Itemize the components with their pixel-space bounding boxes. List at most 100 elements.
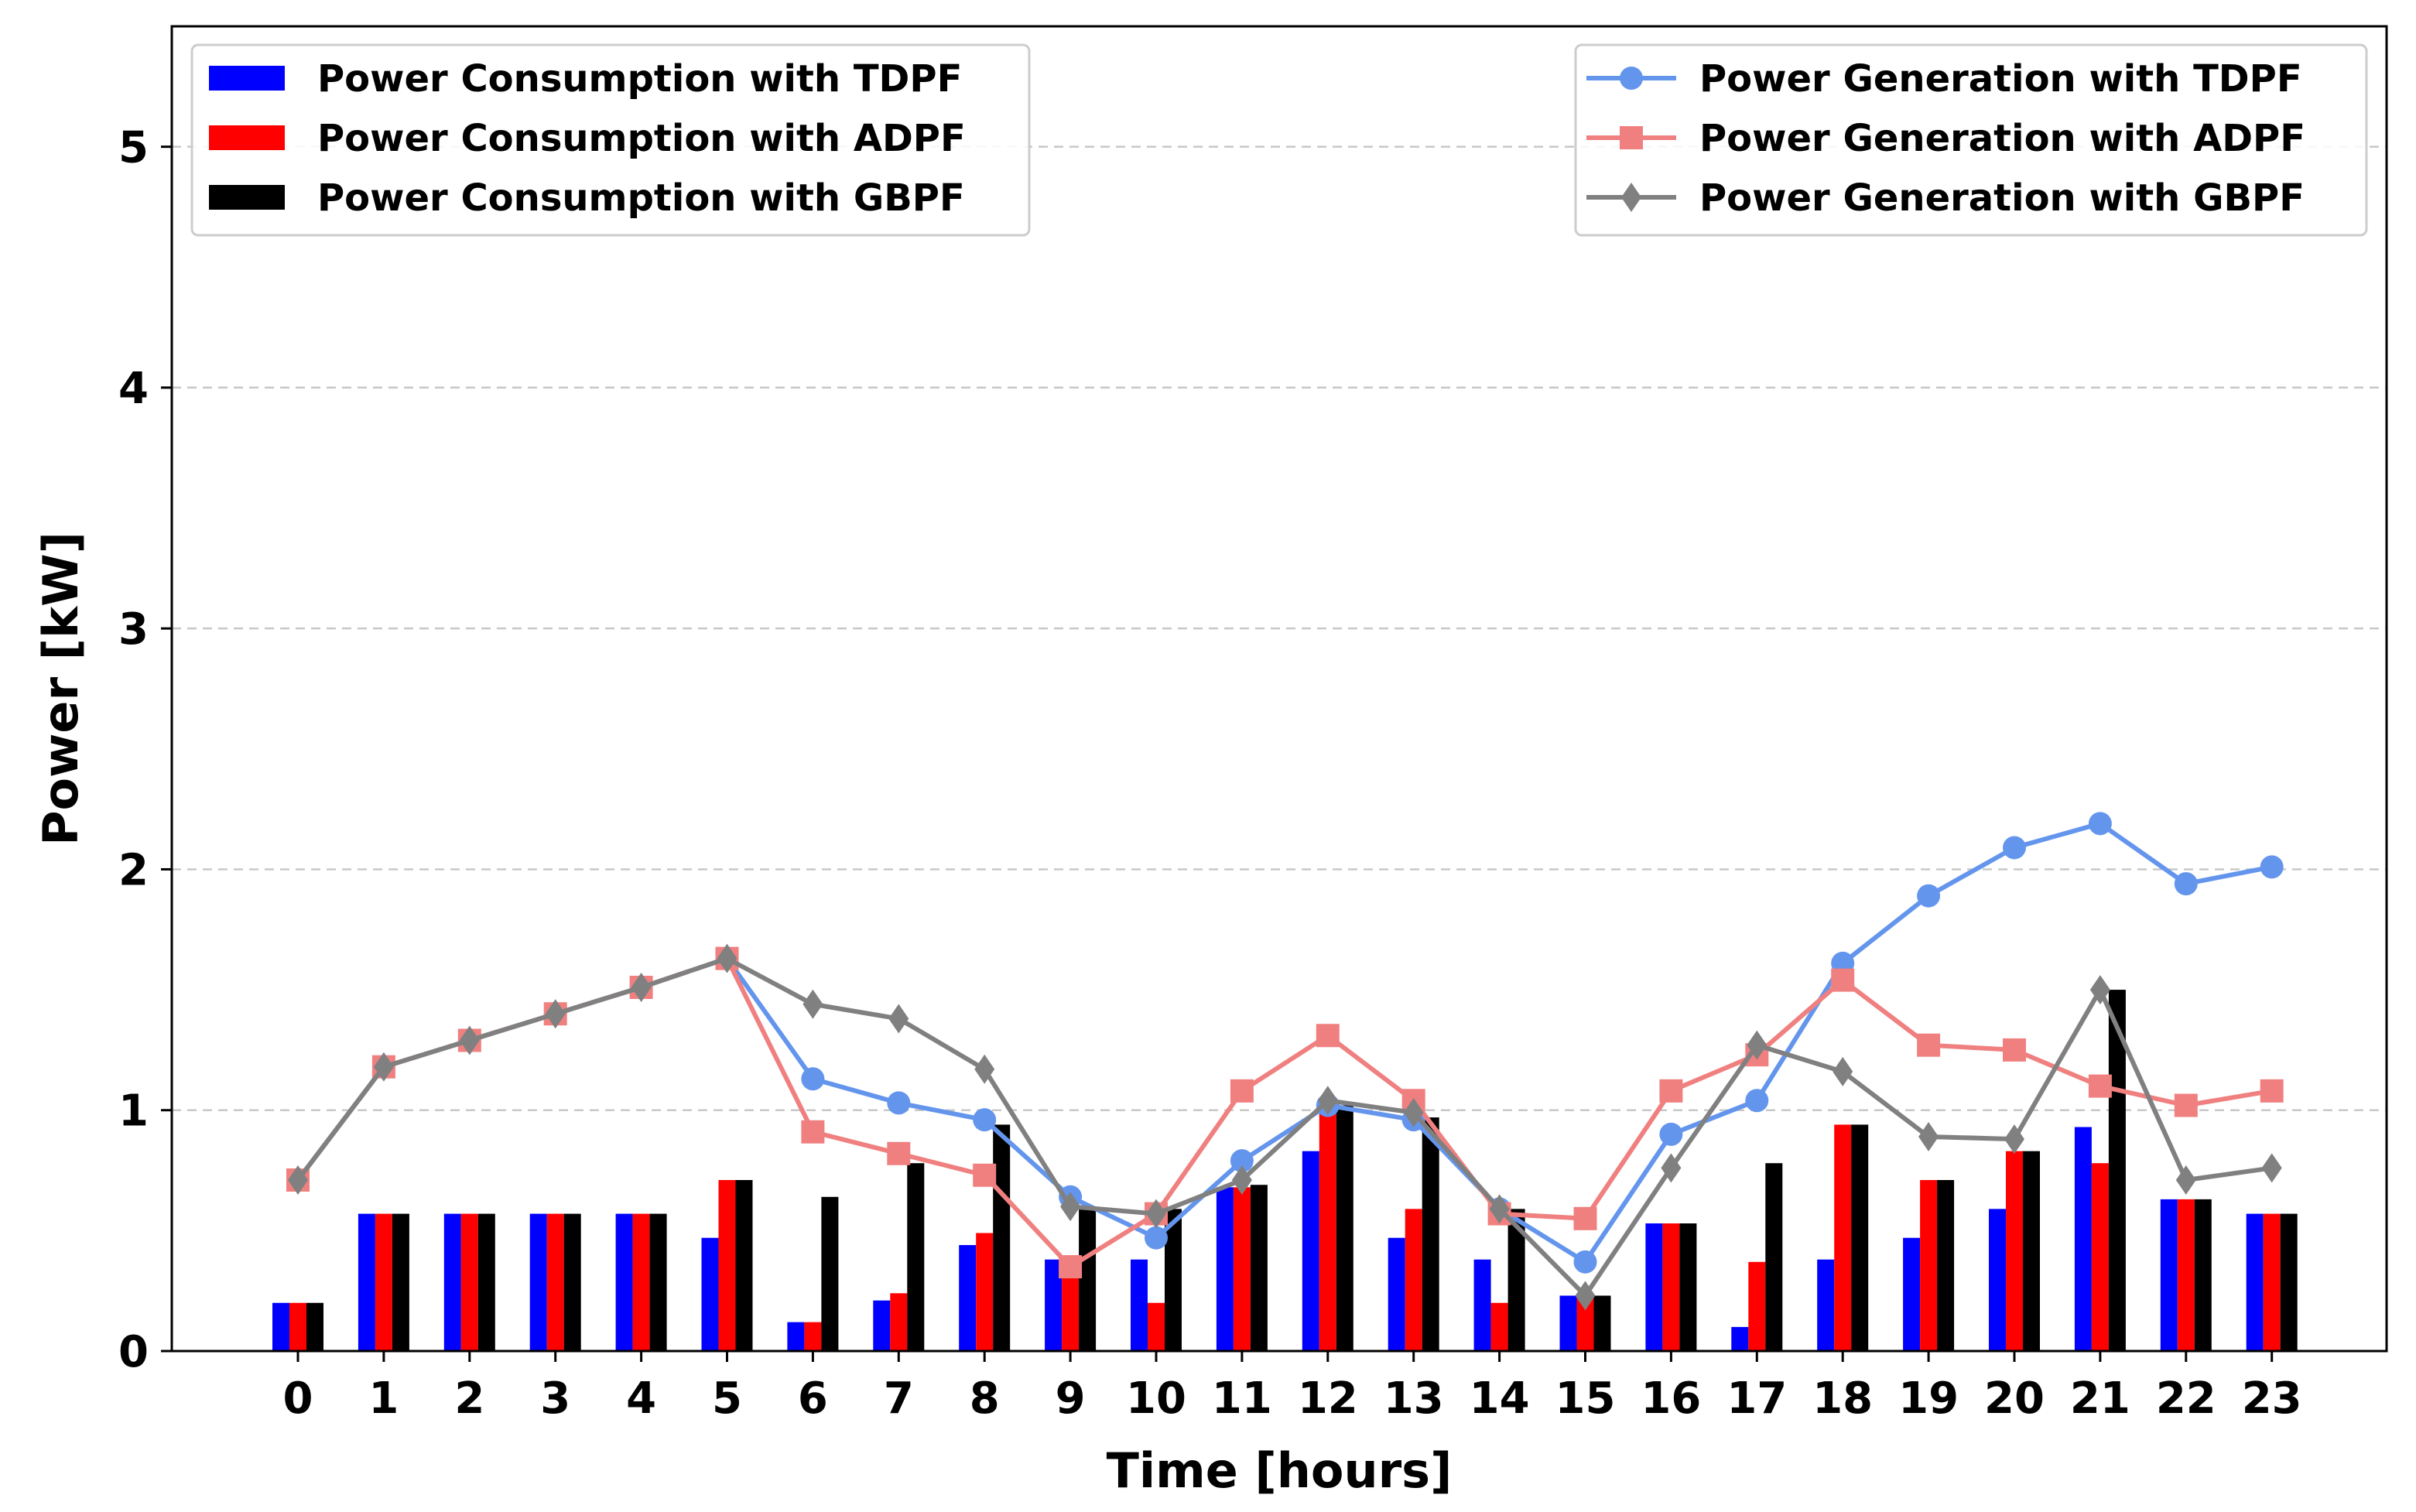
bar-gbpf (2280, 1213, 2298, 1351)
bar-gbpf (1079, 1209, 1097, 1351)
legend-entry-label: Power Generation with ADPF (1699, 117, 2305, 160)
bar-tdpf (1045, 1259, 1063, 1351)
bar-adpf (1233, 1187, 1251, 1351)
data-point (2261, 1153, 2282, 1183)
x-tick-label: 22 (2156, 1373, 2216, 1424)
bar-gbpf (821, 1196, 839, 1351)
data-point (1060, 1192, 1081, 1222)
bar-tdpf (1645, 1223, 1663, 1351)
x-tick-label: 8 (970, 1373, 1000, 1424)
bar-tdpf (2160, 1199, 2178, 1351)
bar-gbpf (1422, 1117, 1439, 1351)
bar-tdpf (443, 1213, 461, 1351)
y-axis-label: Power [kW] (33, 532, 89, 846)
legend-entry-label: Power Consumption with GBPF (317, 176, 965, 220)
legend-generation: Power Generation with TDPF Power Generati… (1574, 43, 2368, 237)
bar-tdpf (701, 1237, 719, 1351)
y-tick-label: 1 (118, 1086, 149, 1137)
bar-tdpf (1131, 1259, 1148, 1351)
data-point (2174, 1093, 2198, 1117)
bar-series-group (272, 990, 2298, 1351)
bar-gbpf (563, 1213, 581, 1351)
data-point (888, 1004, 909, 1034)
data-point (2260, 1079, 2284, 1103)
x-tick-label: 5 (712, 1373, 742, 1424)
legend-entry-label: Power Consumption with ADPF (317, 117, 966, 160)
data-point (1316, 1024, 1340, 1048)
bar-gbpf (2023, 1151, 2040, 1351)
bar-gbpf (1250, 1185, 1268, 1351)
data-point (1917, 884, 1941, 908)
data-point (1231, 1165, 1252, 1195)
bar-tdpf (787, 1322, 805, 1351)
bar-adpf (546, 1213, 564, 1351)
data-point (802, 989, 823, 1019)
x-tick-label: 10 (1126, 1373, 1186, 1424)
y-tick-label: 0 (118, 1327, 149, 1377)
legend-swatch (209, 185, 285, 210)
bar-adpf (375, 1213, 392, 1351)
data-point (2004, 1124, 2024, 1155)
x-tick-label: 23 (2242, 1373, 2302, 1424)
bar-gbpf (2108, 990, 2126, 1351)
bar-adpf (460, 1213, 478, 1351)
x-tick-label: 15 (1555, 1373, 1616, 1424)
x-tick-label: 7 (884, 1373, 914, 1424)
y-axis: 0 1 2 3 4 5 (118, 123, 172, 1377)
bar-adpf (289, 1302, 306, 1351)
data-point (2174, 872, 2198, 896)
data-point (288, 1165, 308, 1195)
bar-gbpf (2194, 1199, 2212, 1351)
legend-entry-label: Power Consumption with TDPF (317, 57, 962, 101)
data-point (1747, 1030, 1768, 1060)
x-tick-label: 14 (1470, 1373, 1530, 1424)
x-tick-label: 9 (1056, 1373, 1086, 1424)
bar-adpf (1319, 1105, 1336, 1351)
data-point (1659, 1122, 1683, 1146)
bar-tdpf (1731, 1326, 1749, 1351)
x-tick-label: 18 (1812, 1373, 1873, 1424)
y-tick-label: 2 (118, 845, 149, 895)
bar-adpf (1062, 1259, 1080, 1351)
data-point (2089, 975, 2110, 1005)
legend-swatch (209, 66, 285, 91)
bar-tdpf (2074, 1127, 2092, 1351)
data-point (2003, 836, 2026, 860)
data-point (2088, 812, 2112, 836)
bar-gbpf (1336, 1105, 1353, 1351)
legend-box (1574, 43, 2368, 237)
bar-gbpf (735, 1179, 753, 1351)
data-point (2260, 855, 2284, 879)
data-point (545, 999, 566, 1029)
data-point (801, 1120, 825, 1144)
data-point (2175, 1165, 2196, 1195)
x-tick-label: 1 (368, 1373, 399, 1424)
data-point (1659, 1079, 1683, 1103)
data-point (1230, 1079, 1254, 1103)
x-tick-label: 6 (798, 1373, 828, 1424)
x-tick-label: 19 (1898, 1373, 1959, 1424)
bar-tdpf (615, 1213, 633, 1351)
bar-adpf (1576, 1295, 1594, 1351)
bar-tdpf (1903, 1237, 1921, 1351)
bar-tdpf (1989, 1209, 2006, 1351)
bar-tdpf (1559, 1295, 1577, 1351)
x-tick-label: 11 (1212, 1373, 1272, 1424)
bar-tdpf (2246, 1213, 2264, 1351)
data-point (631, 972, 652, 1002)
x-tick-label: 3 (540, 1373, 570, 1424)
bar-gbpf (477, 1213, 495, 1351)
data-point (801, 1067, 825, 1091)
x-tick-label: 17 (1726, 1373, 1787, 1424)
data-point (1573, 1250, 1597, 1274)
bar-gbpf (1937, 1179, 1955, 1351)
data-point (373, 1052, 394, 1082)
data-point (1573, 1206, 1597, 1230)
x-axis-label: Time [hours] (1107, 1442, 1453, 1499)
bar-gbpf (1679, 1223, 1697, 1351)
bar-adpf (804, 1322, 822, 1351)
bar-tdpf (358, 1213, 375, 1351)
x-tick-label: 2 (454, 1373, 484, 1424)
bar-gbpf (1165, 1209, 1182, 1351)
bar-tdpf (959, 1245, 977, 1351)
